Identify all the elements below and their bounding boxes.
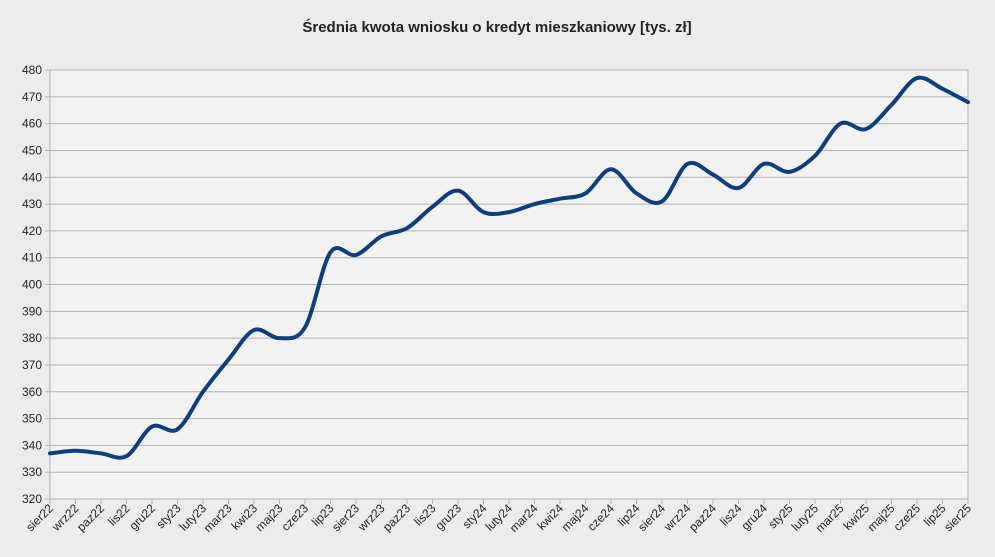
y-tick-label: 440 (22, 170, 42, 184)
y-tick-label: 360 (22, 385, 42, 399)
y-tick-label: 320 (22, 492, 42, 506)
y-tick-label: 460 (22, 117, 42, 131)
y-tick-label: 380 (22, 331, 42, 345)
y-tick-label: 430 (22, 197, 42, 211)
y-tick-label: 450 (22, 143, 42, 157)
line (48, 75, 970, 460)
y-tick-label: 410 (22, 251, 42, 265)
y-tick-label: 370 (22, 358, 42, 372)
y-tick-label: 390 (22, 304, 42, 318)
y-tick-label: 330 (22, 465, 42, 479)
chart-title: Średnia kwota wniosku o kredyt mieszkani… (302, 18, 691, 36)
y-tick-label: 480 (22, 63, 42, 77)
y-tick-label: 340 (22, 438, 42, 452)
y-tick-label: 470 (22, 90, 42, 104)
y-tick-label: 420 (22, 224, 42, 238)
y-tick-label: 350 (22, 412, 42, 426)
y-tick-label: 400 (22, 278, 42, 292)
